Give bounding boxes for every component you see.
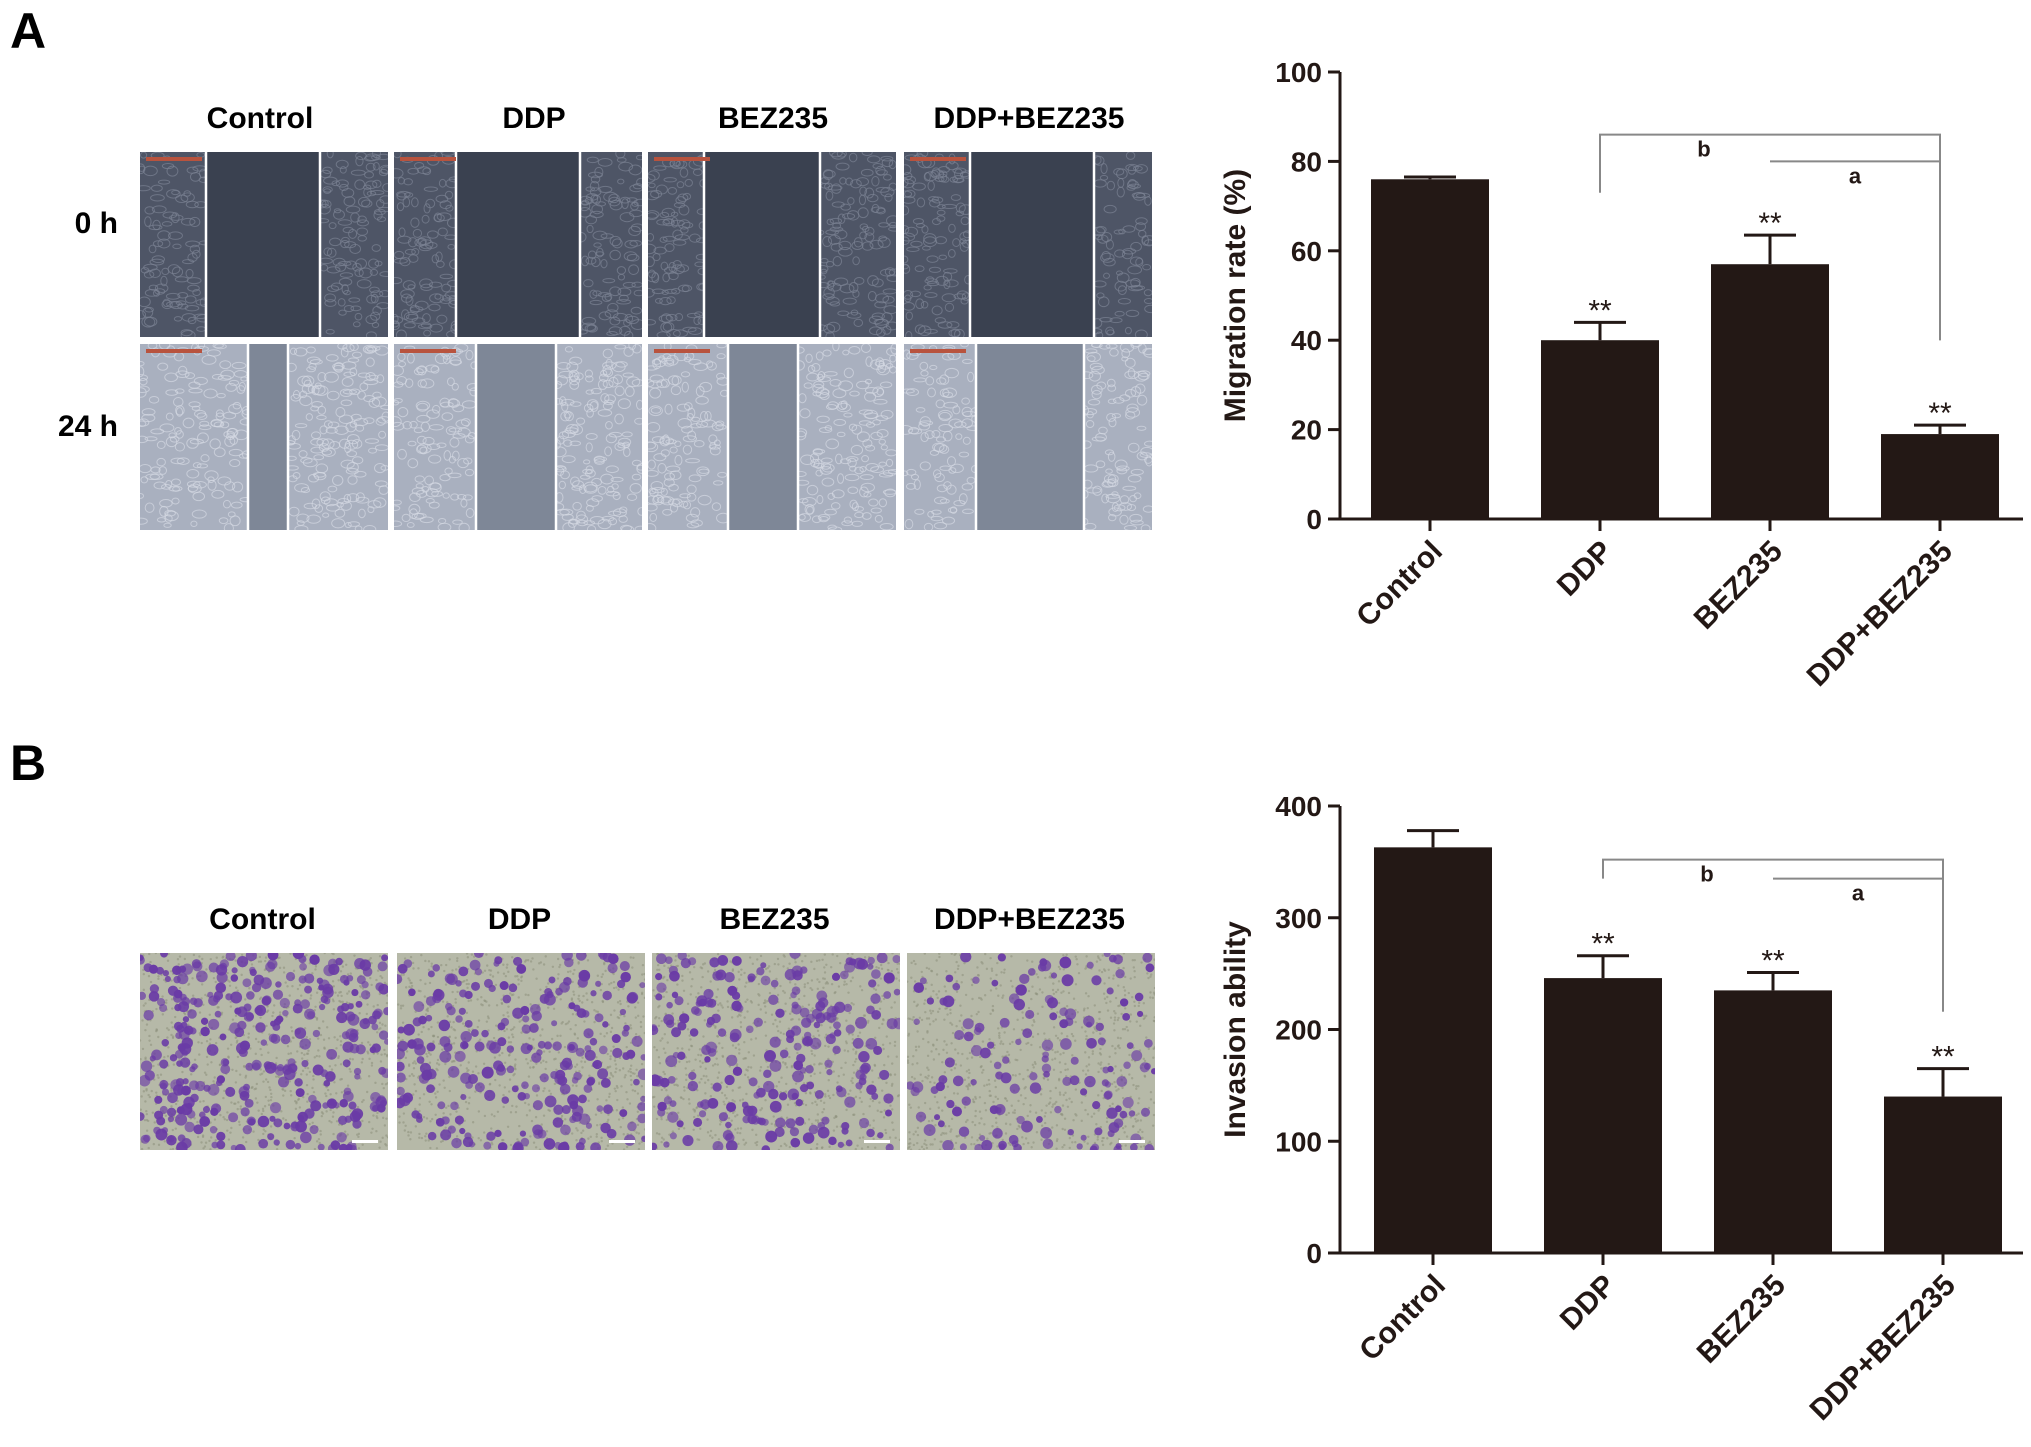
chart2-y-tick-label-2: 200 bbox=[1275, 1015, 1322, 1046]
chart1-x-tick-label-3: BEZ235 bbox=[1688, 535, 1789, 636]
chart1-bar-1 bbox=[1371, 179, 1489, 519]
chart1-y-tick-label-5: 100 bbox=[1275, 57, 1322, 88]
chart1-bar-2 bbox=[1541, 340, 1659, 519]
scratch-col-label-control: Control bbox=[206, 102, 314, 135]
chart1-bracket-a bbox=[1770, 160, 1941, 341]
chart2-x-tick-label-2: DDP bbox=[1554, 1269, 1622, 1337]
chart1-y-axis-label: Migration rate (%) bbox=[1219, 169, 1252, 422]
chart1-x-tick-label-2: DDP bbox=[1551, 535, 1619, 603]
chart1-y-tick-label-1: 20 bbox=[1291, 415, 1322, 446]
chart1-y-tick-label-0: 0 bbox=[1306, 504, 1322, 535]
scratch-image-24h-2 bbox=[394, 344, 642, 530]
chart1-significance-4: ** bbox=[1928, 397, 1952, 430]
chart2-y-tick-label-0: 0 bbox=[1306, 1238, 1322, 1269]
transwell-image-2 bbox=[397, 953, 645, 1150]
chart2-y-tick-label-1: 100 bbox=[1275, 1126, 1322, 1157]
chart1-significance-2: ** bbox=[1588, 294, 1612, 327]
chart1-bracket-label-b: b bbox=[1697, 137, 1710, 162]
chart2-significance-4: ** bbox=[1931, 1041, 1955, 1074]
chart2-bar-1 bbox=[1374, 847, 1492, 1253]
scratch-col-label-ddp: DDP bbox=[502, 102, 566, 135]
chart1-bar-4 bbox=[1881, 434, 1999, 519]
transwell-col-label-bez235: BEZ235 bbox=[719, 903, 830, 936]
chart2-bracket-label-b: b bbox=[1700, 862, 1713, 887]
scratch-image-0h-1 bbox=[140, 152, 388, 337]
scratch-image-24h-4 bbox=[904, 344, 1152, 530]
chart2-bar-2 bbox=[1544, 978, 1662, 1253]
scratch-image-0h-4 bbox=[904, 152, 1152, 337]
transwell-col-label-ddp-bez235: DDP+BEZ235 bbox=[934, 903, 1125, 936]
transwell-image-1 bbox=[140, 953, 388, 1150]
chart1-x-tick-label-1: Control bbox=[1350, 535, 1449, 634]
scratch-row-label-0h: 0 h bbox=[74, 207, 118, 240]
chart1-significance-3: ** bbox=[1758, 207, 1782, 240]
panel-letter-a: A bbox=[10, 3, 47, 59]
chart1-bracket-label-a: a bbox=[1849, 163, 1862, 188]
chart2-significance-2: ** bbox=[1591, 928, 1615, 961]
panel-letter-b: B bbox=[10, 735, 47, 791]
chart2-x-tick-label-4: DDP+BEZ235 bbox=[1804, 1269, 1962, 1427]
chart2-y-tick-label-4: 400 bbox=[1275, 791, 1322, 822]
chart2-bracket-a bbox=[1773, 877, 1944, 1012]
scratch-image-0h-2 bbox=[394, 152, 642, 337]
chart2-y-axis-label: Invasion ability bbox=[1219, 921, 1252, 1138]
chart2-bracket-label-a: a bbox=[1852, 881, 1865, 906]
scratch-image-0h-3 bbox=[648, 152, 896, 337]
chart1-y-tick-label-4: 80 bbox=[1291, 146, 1322, 177]
scratch-col-label-bez235: BEZ235 bbox=[717, 102, 829, 135]
chart2-x-tick-label-1: Control bbox=[1353, 1269, 1452, 1368]
chart2-significance-3: ** bbox=[1761, 945, 1785, 978]
transwell-col-label-ddp: DDP bbox=[487, 903, 552, 936]
chart1-bar-3 bbox=[1711, 264, 1829, 519]
chart1-x-tick-label-4: DDP+BEZ235 bbox=[1801, 535, 1959, 693]
chart2-bar-4 bbox=[1884, 1096, 2002, 1253]
transwell-image-4 bbox=[907, 953, 1155, 1150]
chart2-y-tick-label-3: 300 bbox=[1275, 903, 1322, 934]
chart2-x-tick-label-3: BEZ235 bbox=[1691, 1269, 1792, 1370]
chart1-y-tick-label-2: 40 bbox=[1291, 325, 1322, 356]
transwell-col-label-control: Control bbox=[209, 903, 316, 936]
transwell-image-3 bbox=[652, 953, 900, 1150]
chart2-bar-3 bbox=[1714, 990, 1832, 1253]
scratch-col-label-ddp-bez235: DDP+BEZ235 bbox=[933, 102, 1125, 135]
chart1-y-tick-label-3: 60 bbox=[1291, 236, 1322, 267]
scratch-row-label-24h: 24 h bbox=[57, 410, 118, 443]
scratch-image-24h-1 bbox=[140, 344, 388, 530]
scratch-image-24h-3 bbox=[648, 344, 896, 530]
